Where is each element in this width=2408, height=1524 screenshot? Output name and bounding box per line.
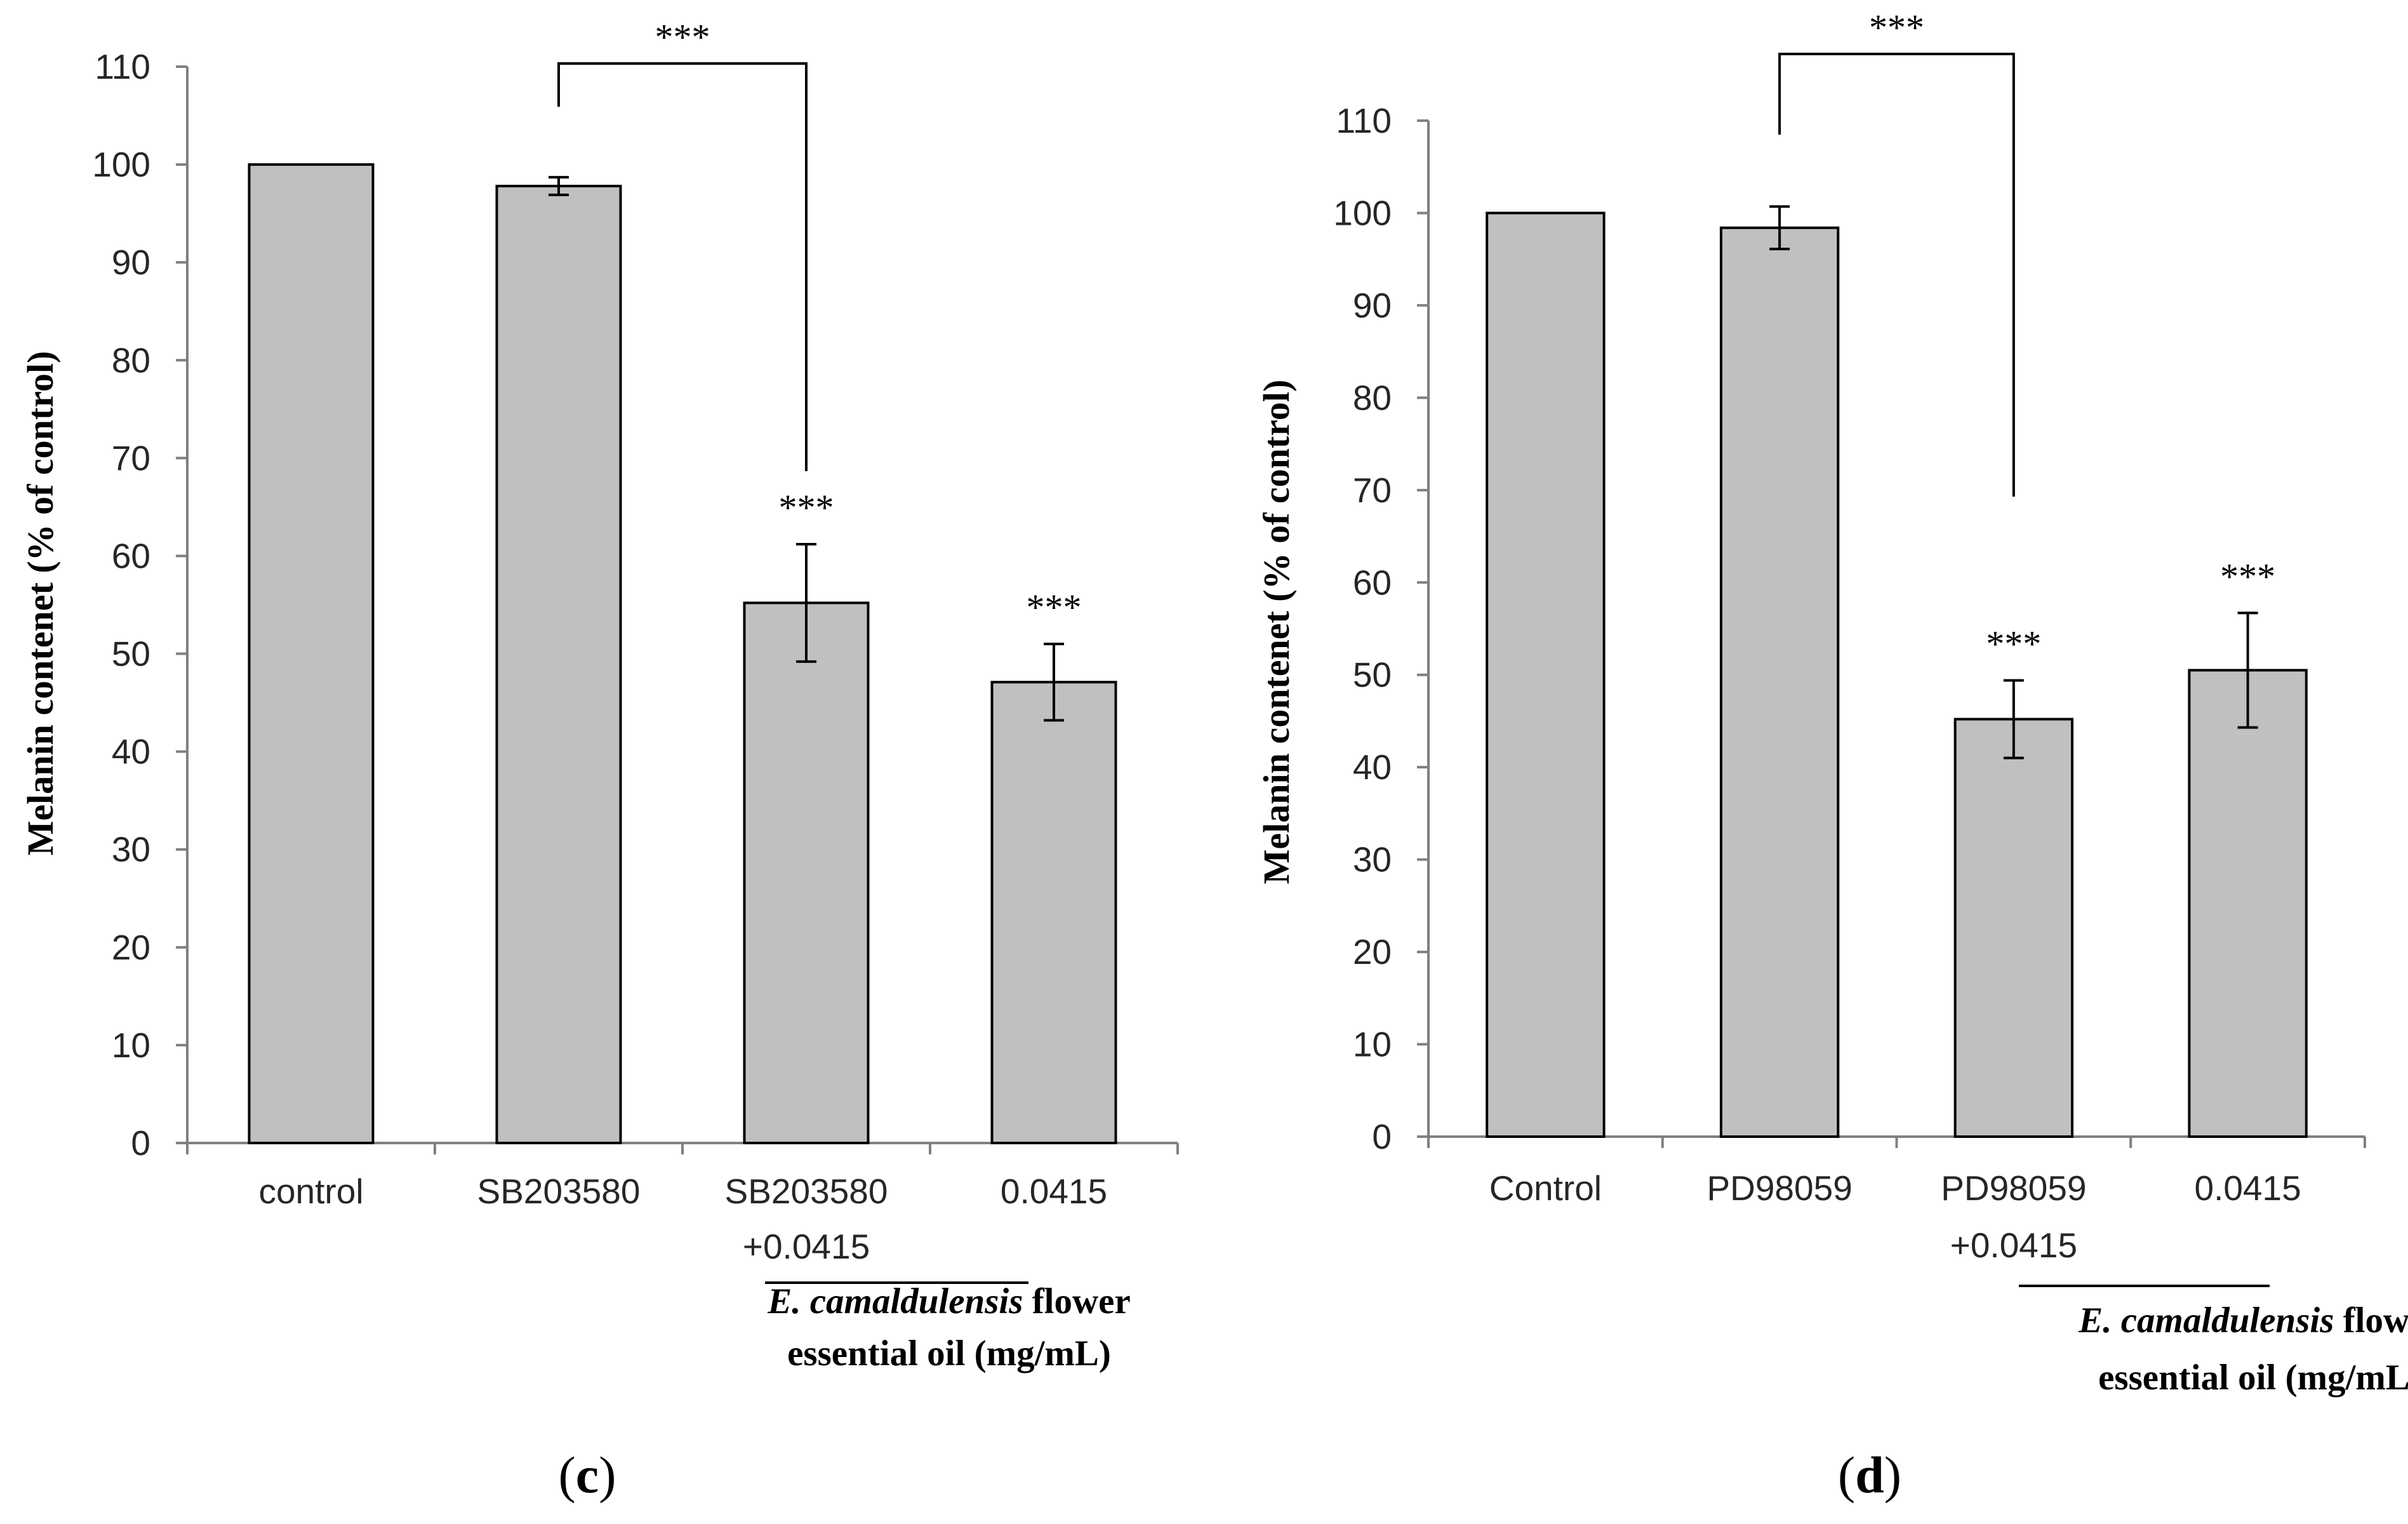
bar [1719,226,1840,1138]
y-tick-label: 70 [112,438,150,478]
significance-label: *** [1986,623,2041,664]
y-tick-label: 10 [1353,1025,1392,1064]
x-axis-note-line2: essential oil (mg/mL) [787,1334,1111,1374]
x-category-label: +0.0415 [743,1227,870,1266]
note-flower: flower [2334,1300,2408,1340]
x-axis-note-line1: E. camaldulensis flower [2078,1300,2408,1340]
significance-label: *** [2220,556,2275,597]
bar [990,681,1117,1144]
y-tick-label: 0 [131,1123,150,1163]
comparison-bracket [1778,53,2015,497]
y-tick-label: 80 [112,340,150,380]
x-category-label: SB203580 [477,1172,641,1211]
y-tick-label: 70 [1353,471,1392,510]
bar [743,601,870,1144]
bar [2188,669,2308,1139]
bar [248,163,375,1144]
y-tick-label: 60 [1353,563,1392,602]
panel-paren-open: ( [1838,1446,1855,1504]
x-category-label: 0.0415 [2195,1168,2301,1208]
significance-label: *** [779,487,834,528]
bracket-significance-label: *** [1869,7,1924,48]
y-tick-label: 20 [112,928,150,967]
y-tick-label: 0 [1372,1117,1392,1156]
y-tick-label: 80 [1353,378,1392,417]
x-category-label: Control [1489,1168,1602,1208]
species-name: E. camaldulensis [767,1281,1023,1321]
y-tick-label: 60 [112,536,150,575]
species-name: E. camaldulensis [2078,1300,2334,1340]
y-axis-title: Melanin contenet (% of control) [20,351,61,856]
note-flower: flower [1023,1281,1130,1321]
y-tick-label: 40 [1353,747,1392,787]
y-tick-label: 30 [1353,840,1392,879]
panel-label: (d) [1838,1446,1901,1504]
x-axis-note-line1: E. camaldulensis flower [767,1281,1131,1321]
y-tick-label: 90 [1353,286,1392,325]
y-tick-label: 10 [112,1026,150,1065]
x-category-label: control [258,1172,363,1211]
x-category-label: +0.0415 [1950,1226,2077,1265]
chart-panel-c: 0 10 20 30 40 50 60 70 80 90 100 110 Melanin contene… [20,17,1179,1504]
bar [1486,211,1606,1138]
bar [495,184,622,1144]
panel-paren-close: ) [1884,1446,1901,1504]
y-tick-label: 30 [112,830,150,869]
y-tick-label: 110 [95,47,150,86]
significance-label: *** [1027,587,1082,628]
x-category-label: PD98059 [1706,1168,1852,1208]
y-tick-label: 40 [112,732,150,772]
y-tick-label: 20 [1353,932,1392,972]
panel-paren-close: ) [599,1446,616,1504]
y-tick-label: 100 [92,145,150,184]
panel-paren-open: ( [558,1446,575,1504]
y-tick-label: 100 [1333,193,1392,232]
x-axis-note-line2: essential oil (mg/mL) [2098,1358,2408,1398]
panel-label: (c) [558,1446,616,1504]
y-tick-label: 50 [112,634,150,674]
x-category-label: PD98059 [1941,1168,2086,1208]
y-tick-label: 50 [1353,655,1392,695]
y-axis-title: Melanin contenet (% of control) [1256,380,1297,885]
comparison-bracket [557,62,808,471]
panel-letter: d [1855,1446,1884,1504]
bar [1953,718,2074,1138]
y-tick-label: 90 [112,243,150,282]
y-tick-label: 110 [1336,101,1392,140]
chart-panel-d: 0 10 20 30 40 50 60 70 80 90 100 110 Melanin contene… [1256,7,2408,1504]
x-category-label: SB203580 [725,1172,888,1211]
panel-letter: c [576,1446,599,1504]
x-category-label: 0.0415 [1001,1172,1107,1211]
bracket-significance-label: *** [655,17,710,58]
